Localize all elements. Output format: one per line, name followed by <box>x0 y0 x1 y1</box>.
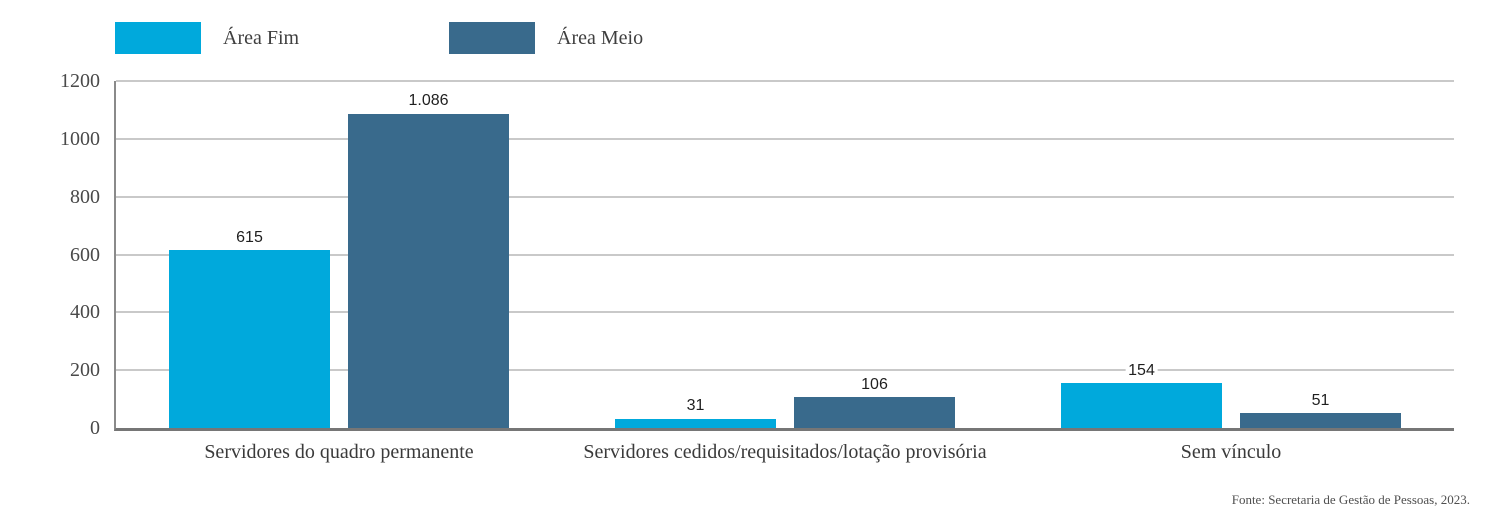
category-label: Sem vínculo <box>1180 441 1282 463</box>
bar-value-label: 154 <box>1125 361 1158 380</box>
legend: Área Fim Área Meio <box>115 22 715 54</box>
y-tick-label: 1200 <box>60 70 100 92</box>
bar-value-label: 106 <box>858 375 891 394</box>
legend-label-area-fim: Área Fim <box>223 26 300 49</box>
bar-group: 615 1.086 Servidores do quadro permanente <box>116 81 562 463</box>
y-tick-label: 200 <box>70 359 100 382</box>
legend-swatch-area-fim <box>115 22 201 54</box>
gridline-200 <box>116 369 1454 372</box>
y-tick-label: 0 <box>90 417 100 439</box>
bar-área-fim: 615 <box>169 228 330 428</box>
y-tick-label: 400 <box>70 301 100 324</box>
bar-área-fim: 154 <box>1061 361 1222 428</box>
legend-item-area-meio: Área Meio <box>449 22 643 54</box>
bar-value-label: 615 <box>233 228 266 247</box>
gridline-600 <box>116 253 1454 256</box>
bar-área-fim: 31 <box>615 397 776 428</box>
bar-value-label: 51 <box>1308 391 1333 410</box>
y-axis-labels: 0 200 400 600 800 1000 1200 <box>0 71 100 438</box>
y-tick-label: 1000 <box>60 127 100 150</box>
category-label: Servidores do quadro permanente <box>204 441 474 463</box>
bar-groups: 615 1.086 Servidores do quadro permanente 3… <box>116 81 1454 463</box>
category-label: Servidores cedidos/requisitados/lotação … <box>583 441 987 463</box>
bar-área-meio: 51 <box>1240 391 1401 428</box>
bar-value-label: 31 <box>683 397 708 416</box>
source-note: Fonte: Secretaria de Gestão de Pessoas, … <box>1231 492 1470 507</box>
bar-área-meio: 106 <box>794 375 955 428</box>
bar-group: 31 106 Servidores cedidos/requisitados/lot… <box>562 81 1008 463</box>
plot-area: 615 1.086 Servidores do quadro permanente 3… <box>114 80 1454 463</box>
y-tick-label: 800 <box>70 185 100 208</box>
legend-swatch-area-meio <box>449 22 535 54</box>
gridline-800 <box>116 195 1454 198</box>
legend-item-area-fim: Área Fim <box>115 22 299 54</box>
gridline-400 <box>116 311 1454 314</box>
legend-label-area-meio: Área Meio <box>557 26 644 49</box>
bar-área-meio: 1.086 <box>348 92 509 428</box>
gridline-1000 <box>116 137 1454 140</box>
gridline-1200 <box>116 80 1454 82</box>
y-tick-label: 600 <box>70 243 100 266</box>
bar-group: 154 51 Sem vínculo <box>1008 81 1454 463</box>
bar-value-label: 1.086 <box>405 92 452 110</box>
